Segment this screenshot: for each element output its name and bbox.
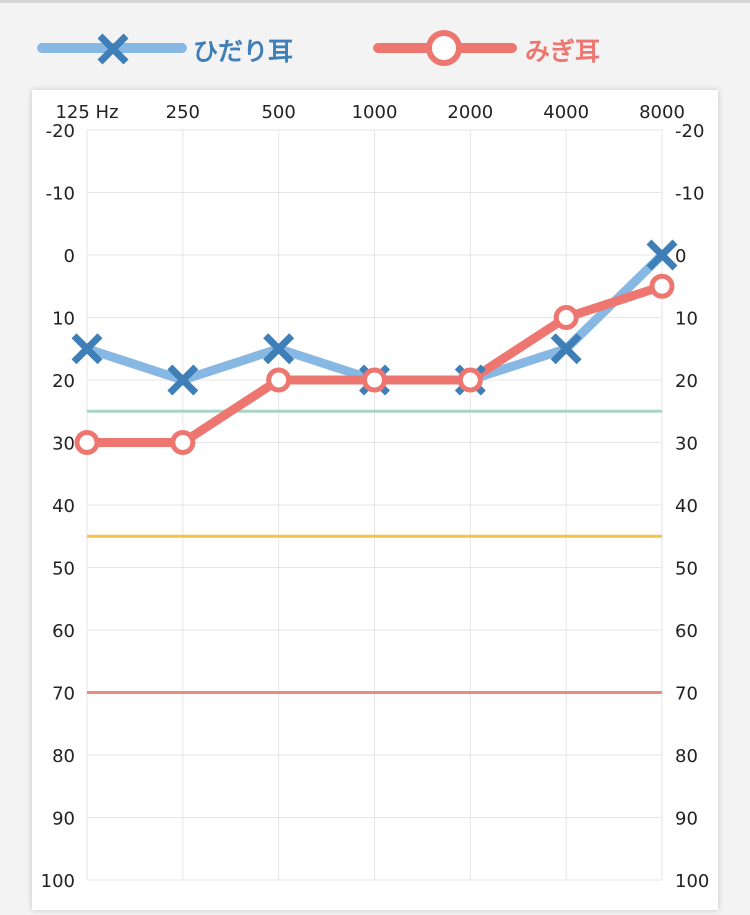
y-tick-label-left: 0 xyxy=(64,246,75,267)
y-tick-label-left: 80 xyxy=(52,746,75,767)
y-tick-label-left: 40 xyxy=(52,496,75,517)
y-tick-label-right: 90 xyxy=(675,809,698,830)
right-ear-circle-marker xyxy=(74,430,100,455)
x-tick-label: 500 xyxy=(261,102,295,123)
y-tick-label-right: 30 xyxy=(675,434,698,455)
x-tick-label: 125 Hz xyxy=(55,102,118,123)
right-ear-circle-marker xyxy=(553,305,579,330)
right-ear-circle-marker xyxy=(266,367,292,393)
x-tick-label: 4000 xyxy=(543,102,589,123)
legend-right-ear-label: みぎ耳 xyxy=(525,37,601,66)
y-tick-label-left: 100 xyxy=(41,871,75,892)
x-tick-label: 1000 xyxy=(352,102,398,123)
x-tick-label: 2000 xyxy=(447,102,493,123)
audiogram-chart: -20 -20 -10 -10 0 0 10 10 20 20 30 30 40 40 50 50 60 60 70… xyxy=(41,102,710,892)
right-ear-circle-marker xyxy=(362,367,387,393)
chart-legend: ひだり耳 みぎ耳 xyxy=(0,20,750,80)
left-ear-x-marker xyxy=(167,364,199,396)
top-border xyxy=(0,0,750,3)
y-tick-label-right: 100 xyxy=(675,871,709,892)
y-tick-label-left: 30 xyxy=(52,434,75,455)
y-tick-label-right: 40 xyxy=(675,496,698,517)
legend-right-circle-icon xyxy=(426,30,462,66)
left-ear-x-marker xyxy=(550,333,582,365)
right-ear-circle-marker xyxy=(170,430,196,455)
y-tick-label-right: 70 xyxy=(675,684,698,705)
y-tick-label-right: 60 xyxy=(675,621,698,642)
y-tick-label-left: 90 xyxy=(52,809,75,830)
left-ear-x-marker xyxy=(263,333,295,365)
y-tick-label-right: -10 xyxy=(675,184,704,205)
x-tick-label: 8000 xyxy=(639,102,685,123)
y-tick-label-right: -20 xyxy=(675,121,704,142)
legend-swatches xyxy=(37,30,517,66)
legend-left-ear-label: ひだり耳 xyxy=(193,37,294,66)
right-ear-circle-marker xyxy=(457,367,483,393)
y-tick-label-right: 50 xyxy=(675,559,698,580)
audiogram-panel: -20 -20 -10 -10 0 0 10 10 20 20 30 30 40 40 50 50 60 60 70… xyxy=(32,90,718,910)
y-tick-label-left: 70 xyxy=(52,684,75,705)
y-tick-label-left: 10 xyxy=(52,309,75,330)
y-tick-label-right: 80 xyxy=(675,746,698,767)
y-tick-label-right: 0 xyxy=(675,246,686,267)
x-tick-label: 250 xyxy=(166,102,200,123)
y-tick-label-left: 60 xyxy=(52,621,75,642)
y-tick-label-left: -20 xyxy=(46,121,75,142)
y-tick-label-left: -10 xyxy=(46,184,75,205)
y-tick-label-left: 50 xyxy=(52,559,75,580)
right-ear-circle-marker xyxy=(649,273,675,299)
legend-left-x-icon xyxy=(97,33,129,65)
left-ear-x-marker xyxy=(71,333,103,365)
left-ear-x-marker xyxy=(646,239,678,271)
y-tick-label-right: 10 xyxy=(675,309,698,330)
y-tick-label-left: 20 xyxy=(52,371,75,392)
y-tick-label-right: 20 xyxy=(675,371,698,392)
